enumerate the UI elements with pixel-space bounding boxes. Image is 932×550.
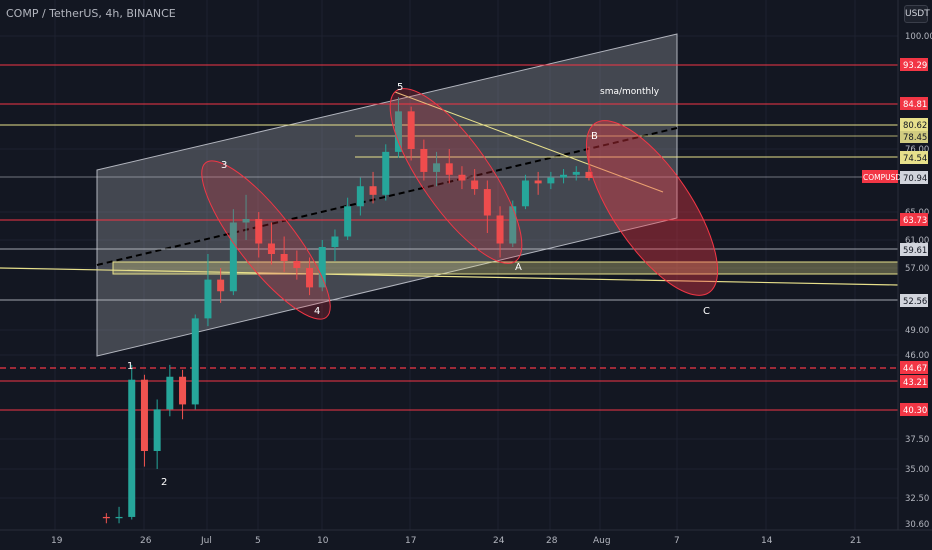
candle-body — [140, 379, 148, 451]
tag-52-56: 52.56 — [903, 297, 927, 307]
wave-label-b: B — [591, 131, 598, 142]
y-tick: 35.00 — [905, 465, 929, 475]
candle-body — [102, 516, 110, 519]
candle-body — [217, 279, 225, 292]
tag-43-21: 43.21 — [903, 378, 927, 388]
candle-body — [306, 268, 314, 288]
x-tick: 14 — [761, 536, 773, 546]
x-tick: 17 — [405, 536, 416, 546]
x-tick: 24 — [493, 536, 505, 546]
candle-body — [394, 111, 402, 152]
correction-ellipses[interactable] — [184, 71, 742, 334]
x-tick: 21 — [850, 536, 861, 546]
candle-body — [318, 247, 326, 288]
candle-body — [344, 206, 352, 237]
candle-body — [534, 180, 542, 184]
y-tick: 32.50 — [905, 494, 929, 504]
candle-body — [483, 189, 491, 216]
y-tick: 100.00 — [905, 32, 932, 42]
x-tick: 28 — [546, 536, 558, 546]
candle-body — [509, 206, 517, 244]
wave-label-5: 5 — [397, 82, 403, 93]
y-tick: 30.60 — [905, 520, 929, 530]
x-tick: 26 — [140, 536, 152, 546]
candles — [102, 97, 593, 524]
tag-80-62: 80.62 — [903, 121, 927, 131]
tag-current: 70.94 — [903, 174, 927, 184]
sma-monthly-note: sma/monthly — [600, 87, 660, 97]
candle-body — [204, 279, 212, 319]
candle-body — [331, 236, 339, 247]
x-tick: Aug — [593, 536, 611, 546]
candle-body — [369, 186, 377, 195]
x-tick: 19 — [51, 536, 63, 546]
price-tags: 93.29 84.81 80.62 78.45 74.54 COMPUSDT 7… — [862, 58, 928, 416]
candle-body — [242, 219, 250, 223]
price-axis[interactable]: 100.00 76.00 65.00 61.00 57.00 49.00 46.… — [862, 0, 932, 530]
wave-label-4: 4 — [314, 306, 320, 317]
tag-74-54: 74.54 — [903, 154, 927, 164]
descending-trendline[interactable] — [394, 91, 664, 193]
candle-body — [293, 261, 301, 268]
candle-body — [153, 409, 161, 451]
candle-body — [572, 171, 580, 175]
candle-body — [458, 174, 466, 181]
candle-body — [229, 222, 237, 292]
tag-78-45: 78.45 — [903, 133, 927, 143]
wave-label-c: C — [703, 306, 710, 317]
candle-body — [179, 376, 187, 405]
y-tick: 57.00 — [905, 264, 929, 274]
y-tick: 37.50 — [905, 435, 929, 445]
candle-body — [445, 163, 453, 175]
candle-body — [115, 516, 123, 519]
candle-body — [267, 243, 275, 254]
candle-body — [585, 171, 593, 178]
long-trendline[interactable] — [0, 267, 898, 286]
wave-label-2: 2 — [161, 477, 167, 488]
wave-label-1: 1 — [127, 361, 133, 372]
ellipse-wave-a — [389, 88, 523, 264]
wave-labels: 1 2 3 4 5 A B C sma/monthly — [127, 82, 710, 488]
ellipse-wave-4 — [201, 160, 331, 320]
candle-body — [420, 149, 428, 172]
tag-44-67: 44.67 — [903, 364, 927, 374]
tag-84-81: 84.81 — [903, 100, 927, 110]
tag-93-29: 93.29 — [903, 61, 927, 71]
x-tick: 10 — [317, 536, 329, 546]
currency-button[interactable]: USDT — [904, 5, 930, 23]
tag-59-61: 59.61 — [903, 246, 927, 256]
time-axis[interactable]: 19 26 Jul 5 10 17 24 28 Aug 7 14 21 — [0, 529, 932, 546]
candle-body — [521, 180, 529, 207]
candle-body — [166, 376, 174, 410]
candle-body — [471, 180, 479, 190]
candle-body — [547, 177, 555, 184]
wave-label-a: A — [515, 262, 522, 273]
ellipse-wave-c — [585, 120, 719, 296]
y-tick: 46.00 — [905, 351, 929, 361]
candle-body — [191, 318, 199, 405]
ascending-channel[interactable] — [96, 33, 678, 357]
candle-body — [560, 174, 568, 178]
y-tick: 76.00 — [905, 145, 929, 155]
x-tick: Jul — [200, 536, 212, 546]
y-tick: 49.00 — [905, 326, 929, 336]
wave-label-3: 3 — [221, 160, 227, 171]
symbol-title[interactable]: COMP / TetherUS, 4h, BINANCE — [6, 7, 176, 20]
candle-body — [280, 254, 288, 261]
candle-body — [496, 215, 504, 244]
candle-body — [382, 151, 390, 195]
tag-symbol: COMPUSDT — [863, 173, 906, 182]
x-tick: 5 — [255, 536, 261, 546]
x-tick: 7 — [674, 536, 680, 546]
candle-body — [128, 379, 136, 517]
candle-body — [433, 163, 441, 172]
tag-63-73: 63.73 — [903, 216, 927, 226]
candle-body — [356, 186, 364, 207]
tag-40-30: 40.30 — [903, 406, 927, 416]
candle-body — [407, 111, 415, 149]
candle-body — [255, 219, 263, 244]
y-tick: 61.00 — [905, 236, 929, 246]
